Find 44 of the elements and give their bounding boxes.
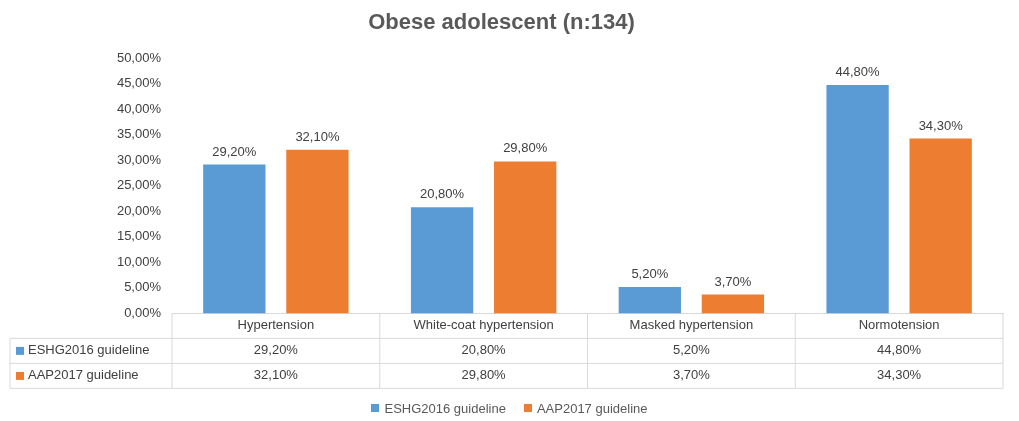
- legend-label: ESHG2016 guideline: [28, 342, 150, 358]
- data-label: 34,30%: [877, 367, 922, 383]
- text: 20,80%: [420, 186, 465, 202]
- data-label: 5,20%: [672, 342, 711, 358]
- text: 44,80%: [835, 64, 880, 79]
- y-tick-label: 0,00%: [124, 304, 162, 320]
- data-label: 44,80%: [877, 342, 922, 358]
- x-tick-label: Hypertension: [237, 316, 315, 332]
- y-tick-label: 10,00%: [116, 253, 162, 269]
- text: 3,70%: [714, 273, 752, 289]
- text: ESHG2016 guideline: [384, 400, 506, 416]
- text: AAP2017 guideline: [28, 367, 139, 383]
- text: 29,20%: [212, 143, 257, 159]
- legend-label: AAP2017 guideline: [536, 400, 648, 416]
- data-label: 3,70%: [672, 367, 711, 383]
- y-tick-label: 20,00%: [116, 202, 162, 218]
- y-tick-label: 35,00%: [116, 126, 162, 142]
- y-tick-label: 45,00%: [116, 75, 162, 91]
- bar: [494, 161, 557, 314]
- y-tick-label: 5,00%: [124, 279, 162, 295]
- data-label: 29,20%: [253, 342, 299, 358]
- text: 29,80%: [503, 140, 548, 156]
- bar: [203, 164, 266, 314]
- bar: [826, 84, 889, 314]
- data-label: 32,10%: [253, 367, 299, 383]
- chart-title: Obese adolescent (n:134): [368, 9, 635, 35]
- bar: [618, 286, 681, 314]
- x-tick-label: Masked hypertension: [629, 316, 754, 332]
- bar: [286, 149, 349, 314]
- x-tick-label: White-coat hypertension: [413, 316, 554, 332]
- x-tick-label: Normotension: [858, 316, 940, 332]
- y-tick-label: 50,00%: [116, 49, 162, 65]
- y-tick-label: 25,00%: [116, 177, 162, 193]
- bar: [909, 138, 972, 314]
- data-label: 20,80%: [461, 342, 507, 358]
- text: 34,30%: [918, 117, 963, 133]
- bar: [410, 207, 474, 314]
- y-tick-label: 30,00%: [116, 151, 162, 167]
- y-tick-label: 15,00%: [116, 228, 162, 244]
- y-tick-label: 40,00%: [116, 100, 162, 116]
- bar: [701, 294, 765, 314]
- data-label: 29,80%: [461, 367, 507, 383]
- text: 5,20%: [631, 265, 669, 281]
- text: 32,10%: [295, 128, 340, 144]
